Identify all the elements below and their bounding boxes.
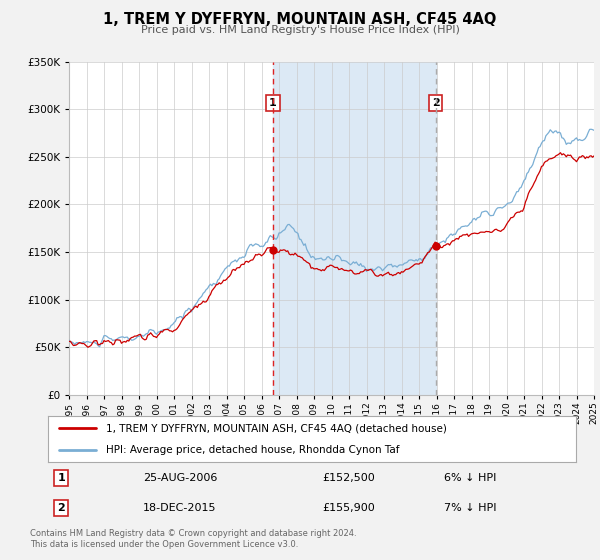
Text: 2: 2 xyxy=(432,98,440,108)
Text: This data is licensed under the Open Government Licence v3.0.: This data is licensed under the Open Gov… xyxy=(30,540,298,549)
Text: 25-AUG-2006: 25-AUG-2006 xyxy=(143,473,217,483)
Text: 1, TREM Y DYFFRYN, MOUNTAIN ASH, CF45 4AQ: 1, TREM Y DYFFRYN, MOUNTAIN ASH, CF45 4A… xyxy=(103,12,497,27)
Text: 1: 1 xyxy=(58,473,65,483)
Text: £152,500: £152,500 xyxy=(323,473,376,483)
Text: 1: 1 xyxy=(269,98,277,108)
Text: 6% ↓ HPI: 6% ↓ HPI xyxy=(444,473,496,483)
Text: 18-DEC-2015: 18-DEC-2015 xyxy=(143,503,217,514)
Text: 2: 2 xyxy=(58,503,65,514)
Text: 7% ↓ HPI: 7% ↓ HPI xyxy=(444,503,497,514)
Text: Contains HM Land Registry data © Crown copyright and database right 2024.: Contains HM Land Registry data © Crown c… xyxy=(30,529,356,538)
Bar xyxy=(273,62,436,395)
Text: Price paid vs. HM Land Registry's House Price Index (HPI): Price paid vs. HM Land Registry's House … xyxy=(140,25,460,35)
Text: HPI: Average price, detached house, Rhondda Cynon Taf: HPI: Average price, detached house, Rhon… xyxy=(106,445,400,455)
Text: £155,900: £155,900 xyxy=(323,503,376,514)
Text: 1, TREM Y DYFFRYN, MOUNTAIN ASH, CF45 4AQ (detached house): 1, TREM Y DYFFRYN, MOUNTAIN ASH, CF45 4A… xyxy=(106,423,447,433)
